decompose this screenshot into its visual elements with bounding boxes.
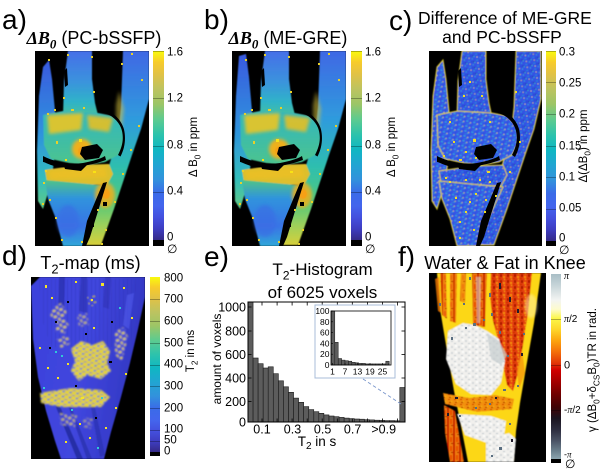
svg-text:800: 800 — [225, 325, 246, 339]
svg-text:0.7: 0.7 — [344, 423, 361, 437]
svg-text:0.1: 0.1 — [253, 423, 270, 437]
svg-text:1000: 1000 — [218, 301, 246, 315]
svg-text:600: 600 — [225, 348, 246, 362]
svg-text:1: 1 — [330, 367, 335, 377]
svg-text:400: 400 — [225, 372, 246, 386]
svg-text:7: 7 — [343, 367, 348, 377]
svg-text:25: 25 — [378, 367, 388, 377]
svg-text:0: 0 — [325, 360, 330, 370]
svg-text:>0.9: >0.9 — [371, 423, 396, 437]
svg-text:40: 40 — [320, 338, 330, 348]
svg-text:20: 20 — [320, 349, 330, 359]
svg-text:60: 60 — [320, 328, 330, 338]
svg-text:19: 19 — [365, 367, 375, 377]
svg-text:T2 in s: T2 in s — [298, 434, 337, 452]
svg-text:0: 0 — [239, 416, 246, 430]
svg-text:100: 100 — [315, 306, 329, 316]
svg-text:amount of voxels: amount of voxels — [210, 314, 224, 405]
svg-text:200: 200 — [225, 395, 246, 409]
svg-text:0.3: 0.3 — [284, 423, 301, 437]
svg-text:13: 13 — [353, 367, 363, 377]
svg-text:0.5: 0.5 — [314, 423, 331, 437]
svg-text:80: 80 — [320, 317, 330, 327]
